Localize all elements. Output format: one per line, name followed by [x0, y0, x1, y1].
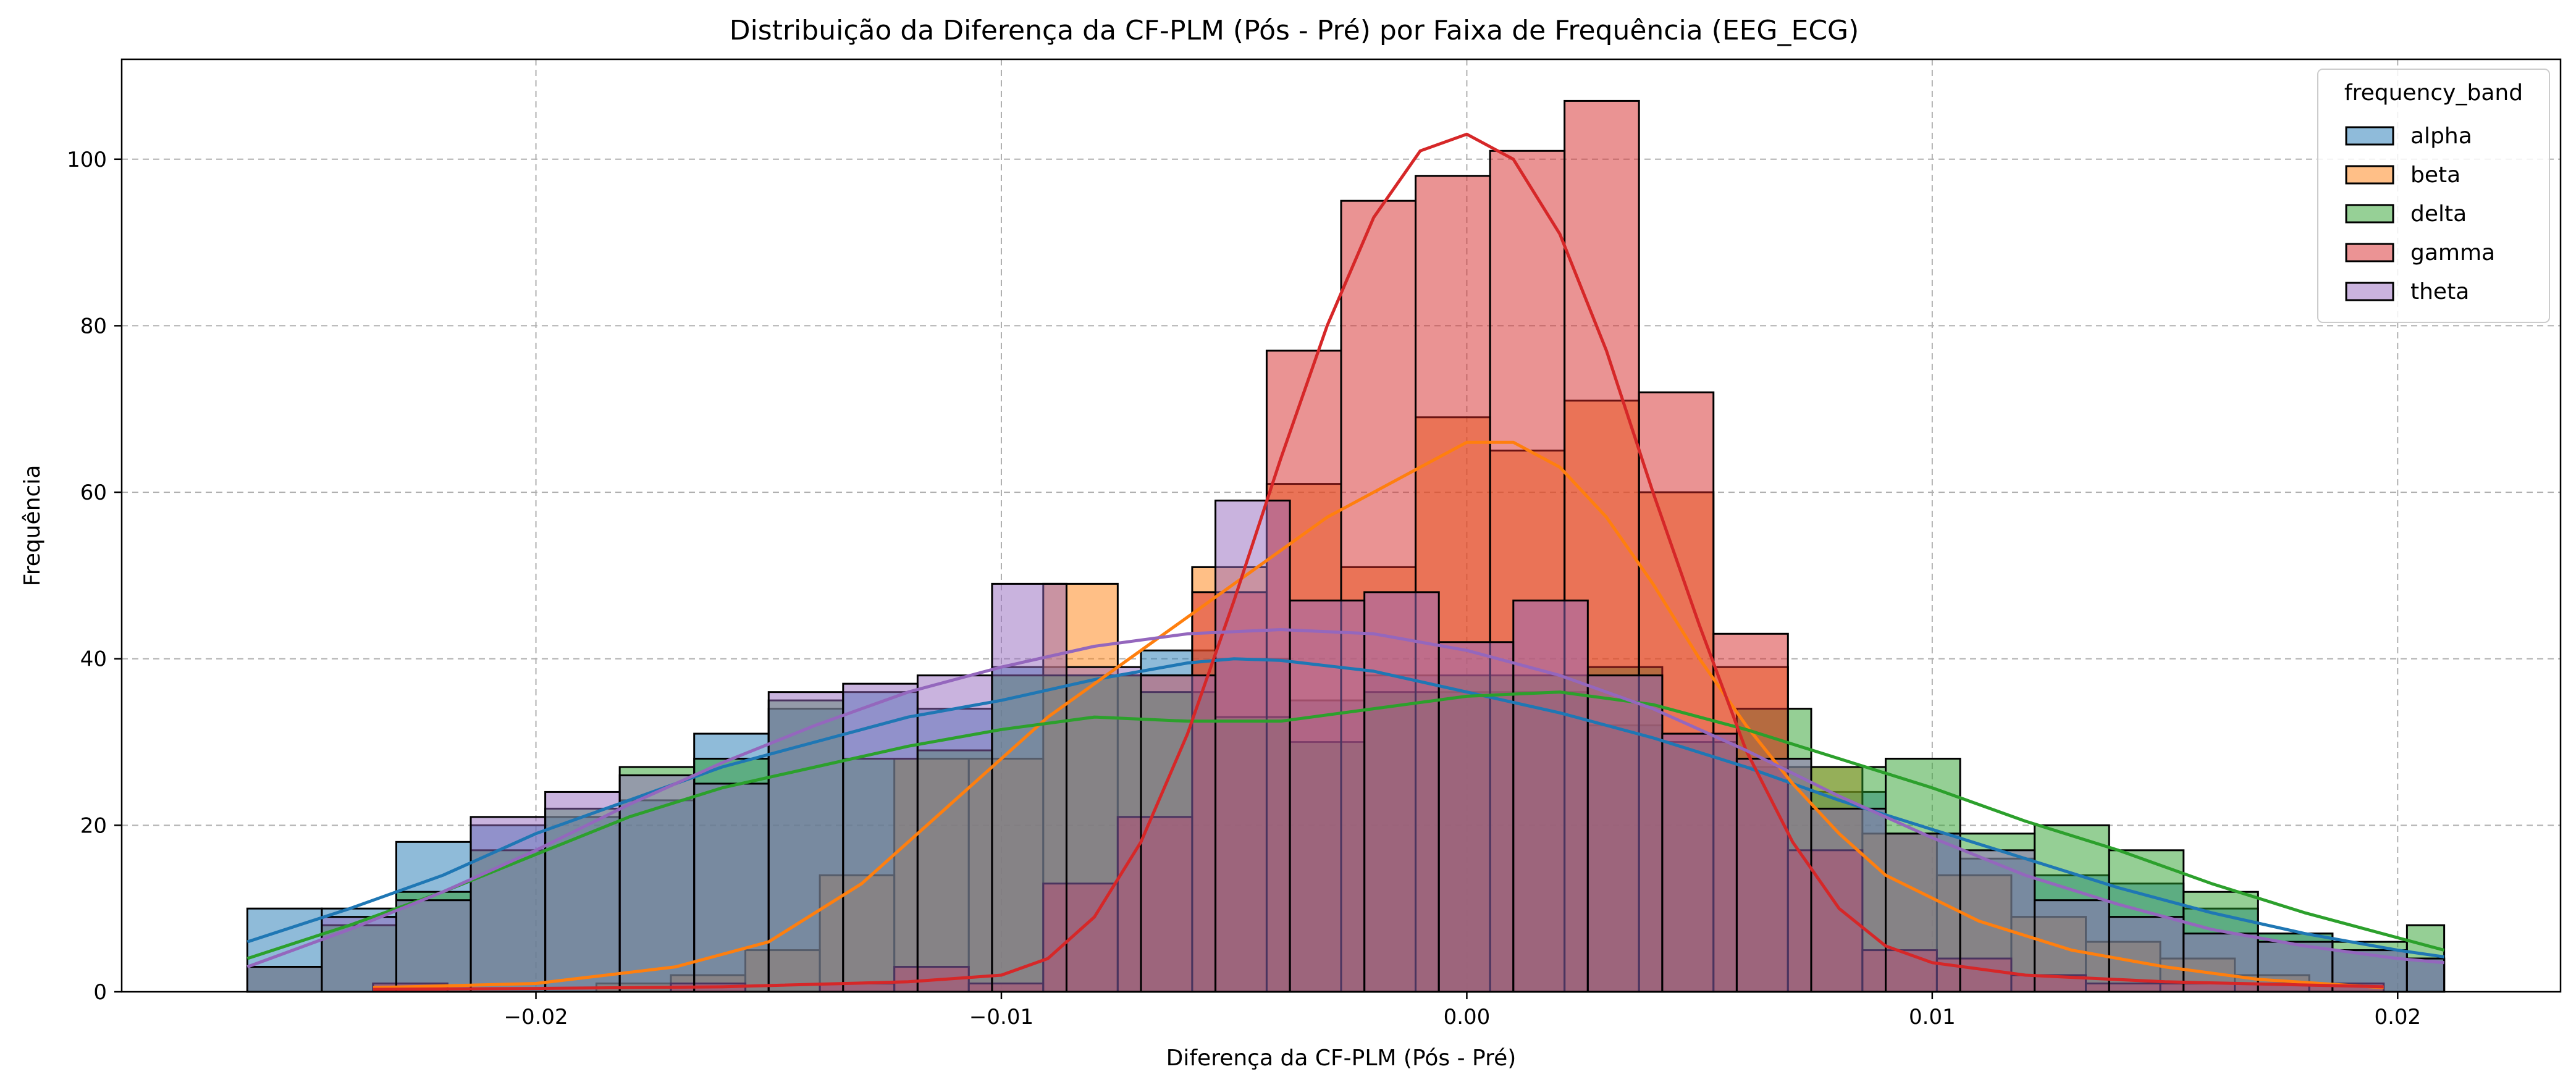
histogram-bar: [1214, 500, 1291, 993]
legend-title: frequency_band: [2344, 80, 2523, 106]
histogram-bar: [395, 899, 472, 993]
histogram-bar: [246, 966, 323, 993]
kde-curve-gamma: [373, 132, 2384, 991]
histogram-bar: [618, 774, 696, 993]
legend-label-delta: delta: [2410, 201, 2467, 227]
legend-swatch-delta: [2345, 204, 2394, 224]
legend-swatch-alpha: [2345, 126, 2394, 146]
y-tick-label: 20: [80, 813, 107, 838]
histogram-bar: [1363, 591, 1440, 993]
legend-swatch-gamma: [2345, 243, 2394, 262]
legend-label-gamma: gamma: [2410, 240, 2495, 266]
histogram-bars: [246, 99, 2446, 993]
histogram-bar: [767, 691, 844, 993]
histogram-bar: [1735, 758, 1812, 993]
plot-area-frame: [120, 58, 2562, 993]
histogram-bar: [544, 790, 621, 993]
x-tick-label: −0.01: [969, 1005, 1033, 1029]
y-tick-label: 80: [80, 314, 107, 338]
legend-swatch-theta: [2345, 282, 2394, 301]
chart-title: Distribuição da Diferença da CF-PLM (Pós…: [730, 15, 1859, 46]
histogram-bar: [916, 674, 993, 993]
histogram-bar: [321, 916, 398, 993]
kde-curves: [246, 132, 2445, 991]
x-tick-label: −0.02: [503, 1005, 568, 1029]
legend-label-theta: theta: [2410, 279, 2469, 304]
legend-label-beta: beta: [2410, 162, 2460, 188]
y-axis-label: Frequência: [20, 465, 45, 587]
bars-theta: [246, 500, 2446, 993]
histogram-bar: [1810, 807, 1887, 993]
histogram-bar: [1661, 732, 1738, 993]
y-tick-label: 100: [67, 148, 107, 172]
histogram-bar: [693, 782, 770, 993]
legend-label-alpha: alpha: [2410, 124, 2472, 149]
kde-curve-delta: [246, 690, 2445, 960]
x-tick-label: 0.01: [1909, 1005, 1956, 1029]
x-axis-label: Diferença da CF-PLM (Pós - Pré): [1166, 1046, 1517, 1071]
legend-swatch-beta: [2345, 165, 2394, 185]
histogram-bar: [1512, 599, 1589, 993]
histogram-bar: [1289, 599, 1366, 993]
axis-ticks: −0.02 −0.01 0.00 0.01 0.02 0 20 40 60 80 100: [67, 148, 2421, 1029]
kde-curve-alpha: [246, 657, 2444, 958]
histogram-bar: [1140, 674, 1217, 993]
histogram-bar: [842, 682, 919, 993]
x-tick-label: 0.00: [1444, 1005, 1491, 1029]
y-tick-label: 0: [93, 980, 107, 1005]
kde-curve-beta: [373, 440, 2384, 989]
histogram-bar: [469, 816, 547, 993]
histogram-bar: [991, 582, 1067, 993]
histogram-bar: [1065, 666, 1142, 993]
histogram-bar: [1586, 674, 1664, 993]
histogram-bar: [1885, 832, 1961, 993]
kde-curve-theta: [246, 628, 2444, 968]
y-tick-label: 40: [80, 647, 107, 672]
y-tick-label: 60: [80, 480, 107, 505]
x-tick-label: 0.02: [2374, 1005, 2421, 1029]
